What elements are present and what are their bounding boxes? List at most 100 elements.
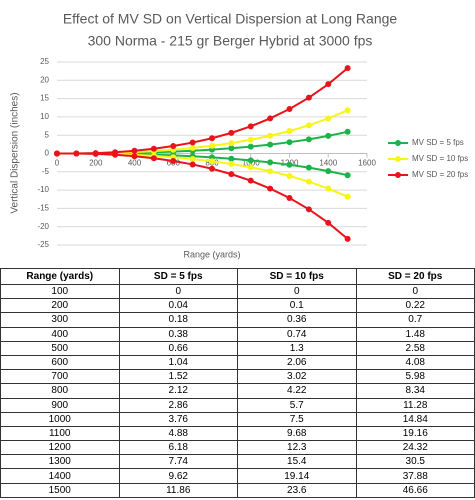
data-point <box>344 235 351 242</box>
data-point <box>150 155 157 162</box>
table-cell: 1000 <box>0 411 120 427</box>
table-cell: 0.38 <box>118 326 238 342</box>
table-cell: 15.4 <box>237 454 357 470</box>
data-point <box>325 81 332 88</box>
data-table: Range (yards) SD = 5 fps SD = 10 fps SD = 2… <box>0 268 475 498</box>
table-row: 800 2.12 4.22 8.34 <box>0 383 475 399</box>
table-cell: 3.02 <box>237 369 357 385</box>
table-cell: 500 <box>0 340 120 356</box>
data-point <box>92 150 99 157</box>
table-cell: 2.58 <box>355 340 475 356</box>
data-point <box>189 144 196 151</box>
table-cell: 9.68 <box>237 425 357 442</box>
table-cell: 19.16 <box>355 425 475 442</box>
table-cell: 100 <box>0 283 120 300</box>
table-cell: 0.66 <box>118 340 238 356</box>
data-point <box>267 159 274 166</box>
table-row: 1000 3.76 7.5 14.84 <box>0 411 475 427</box>
table-cell: 23.6 <box>237 482 357 498</box>
data-point <box>189 161 196 168</box>
data-point <box>267 132 274 139</box>
table-cell: 12.3 <box>237 440 357 456</box>
table-row: 500 0.66 1.3 2.58 <box>0 340 475 356</box>
table-row: 300 0.18 0.36 0.7 <box>0 312 475 328</box>
data-point <box>170 143 177 150</box>
table-cell: 0.04 <box>118 298 238 314</box>
table-cell: 900 <box>0 397 120 413</box>
table-cell: 0.22 <box>355 298 475 314</box>
data-point <box>325 132 332 139</box>
data-point <box>344 107 351 114</box>
table-row: 700 1.52 3.02 5.98 <box>0 369 475 385</box>
table-cell: 300 <box>0 312 120 328</box>
table-cell: 7.5 <box>237 411 357 427</box>
data-point <box>305 178 312 185</box>
x-tick-label: 1400 <box>319 159 337 168</box>
data-point <box>344 193 351 200</box>
data-point <box>286 195 293 202</box>
table-cell: 200 <box>0 298 120 314</box>
table-cell: 5.7 <box>237 397 357 413</box>
table-row: 100 0 0 0 <box>0 283 475 300</box>
legend-marker <box>395 172 401 178</box>
header-row: Range (yards) SD = 5 fps SD = 10 fps SD = 2… <box>0 268 475 285</box>
table-cell: 1.3 <box>237 340 357 356</box>
y-tick-label: -20 <box>37 222 49 231</box>
table-row: 400 0.38 0.74 1.48 <box>0 326 475 342</box>
data-point <box>189 139 196 146</box>
y-tick-label: 10 <box>40 112 49 121</box>
data-point <box>73 150 80 157</box>
data-point <box>150 145 157 152</box>
table-row: 600 1.04 2.06 4.08 <box>0 354 475 371</box>
table-cell: 11.86 <box>118 482 238 498</box>
table-cell: 9.62 <box>118 468 238 484</box>
data-point <box>267 185 274 192</box>
data-point <box>325 219 332 226</box>
data-point <box>325 168 332 175</box>
table-cell: 800 <box>0 383 120 399</box>
legend-marker <box>395 156 401 162</box>
data-point <box>305 206 312 213</box>
table-cell: 0.1 <box>237 298 357 314</box>
table-cell: 400 <box>0 326 120 342</box>
data-point <box>209 165 215 172</box>
table-cell: 0 <box>237 283 357 300</box>
y-tick-label: -25 <box>37 240 49 249</box>
x-tick-label: 400 <box>128 159 142 168</box>
y-tick-label: 0 <box>45 149 50 158</box>
table-cell: 5.98 <box>355 369 475 385</box>
data-point <box>325 115 332 122</box>
data-point <box>305 164 312 171</box>
legend-label: MV SD = 10 fps <box>412 154 468 163</box>
table-cell: 1400 <box>0 468 120 484</box>
x-tick-label: 1600 <box>358 159 376 168</box>
table-row: 1100 4.88 9.68 19.16 <box>0 425 475 442</box>
table-cell: 0.18 <box>118 312 238 328</box>
y-tick-label: 25 <box>40 57 49 66</box>
y-tick-label: -10 <box>37 185 49 194</box>
table-cell: 4.22 <box>237 383 357 399</box>
table-cell: 6.18 <box>118 440 238 456</box>
table-cell: 30.5 <box>355 454 475 470</box>
table-row: 900 2.86 5.7 11.28 <box>0 397 475 413</box>
data-point <box>344 65 351 72</box>
table-cell: 0.36 <box>237 312 357 328</box>
table-cell: 600 <box>0 354 120 371</box>
data-point <box>228 155 235 162</box>
table-cell: 700 <box>0 369 120 385</box>
table-cell: 11.28 <box>355 397 475 413</box>
table-cell: 2.06 <box>237 354 357 371</box>
table-cell: 0.74 <box>237 326 357 342</box>
data-point <box>325 185 332 192</box>
table-cell: 1100 <box>0 425 120 442</box>
x-axis-label: Range (yards) <box>183 249 240 259</box>
y-tick-label: 5 <box>45 130 50 139</box>
y-tick-label: 20 <box>40 75 49 84</box>
data-point <box>267 115 274 122</box>
data-point <box>228 140 235 147</box>
data-point <box>286 161 293 168</box>
legend-label: MV SD = 5 fps <box>412 138 464 147</box>
table-cell: 46.66 <box>355 482 475 498</box>
table-cell: 0 <box>118 283 238 300</box>
data-point <box>247 123 254 130</box>
